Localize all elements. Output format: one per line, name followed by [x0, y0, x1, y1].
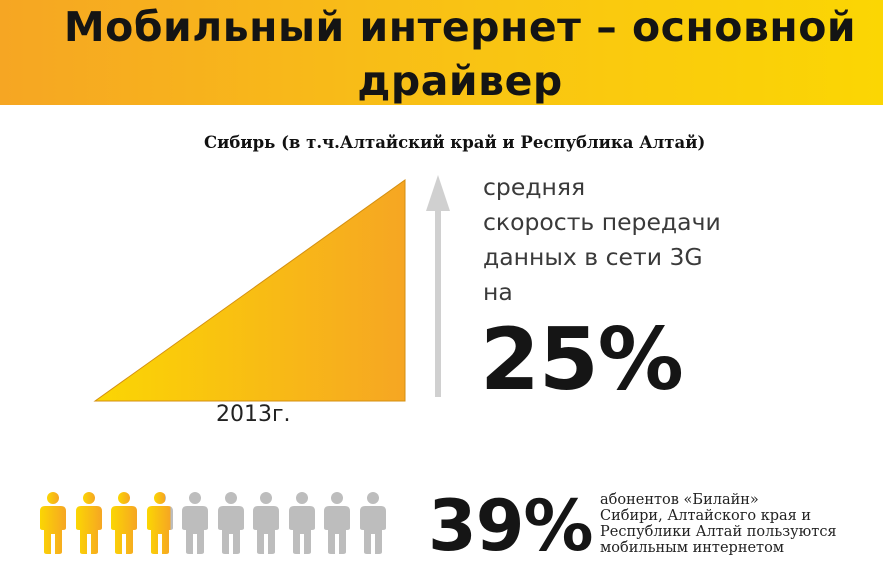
up-arrow-icon: [426, 175, 450, 397]
region-subtitle: Сибирь (в т.ч.Алтайский край и Республик…: [204, 133, 706, 152]
subscribers-description-line: мобильным интернетом: [600, 540, 785, 556]
subscribers-description: абонентов «Билайн» Сибири, Алтайского кр…: [600, 492, 837, 556]
page-title: Мобильный интернет – основной драйвер: [60, 0, 860, 108]
person-icon: [75, 492, 102, 554]
speed-growth-triangle: [93, 179, 406, 402]
person-icon: [40, 492, 66, 554]
person-icon: [253, 492, 279, 554]
year-label: 2013г.: [216, 402, 291, 427]
speed-description-line: скорость передачи: [483, 208, 721, 236]
person-icon: [217, 492, 244, 554]
speed-description-line: на: [483, 278, 513, 306]
person-icon: [182, 492, 208, 554]
subscribers-percent: 39%: [428, 485, 594, 567]
subscribers-description-line: Сибири, Алтайского края и: [600, 508, 812, 524]
person-icon: [146, 492, 173, 554]
speed-percent: 25%: [480, 310, 684, 410]
speed-description: средняя скорость передачи данных в сети …: [483, 170, 721, 310]
title-line-1: Мобильный интернет – основной: [63, 3, 857, 51]
person-icon: [324, 492, 350, 554]
header-banner: [0, 0, 883, 105]
subscribers-description-line: абонентов «Билайн»: [600, 492, 759, 508]
subscribers-description-line: Республики Алтай пользуются: [600, 524, 837, 540]
speed-description-line: данных в сети 3G: [483, 243, 703, 271]
title-line-2: драйвер: [357, 57, 563, 105]
speed-description-line: средняя: [483, 173, 586, 201]
person-icon: [359, 492, 386, 554]
person-icon: [288, 492, 315, 554]
person-icon: [111, 492, 137, 554]
